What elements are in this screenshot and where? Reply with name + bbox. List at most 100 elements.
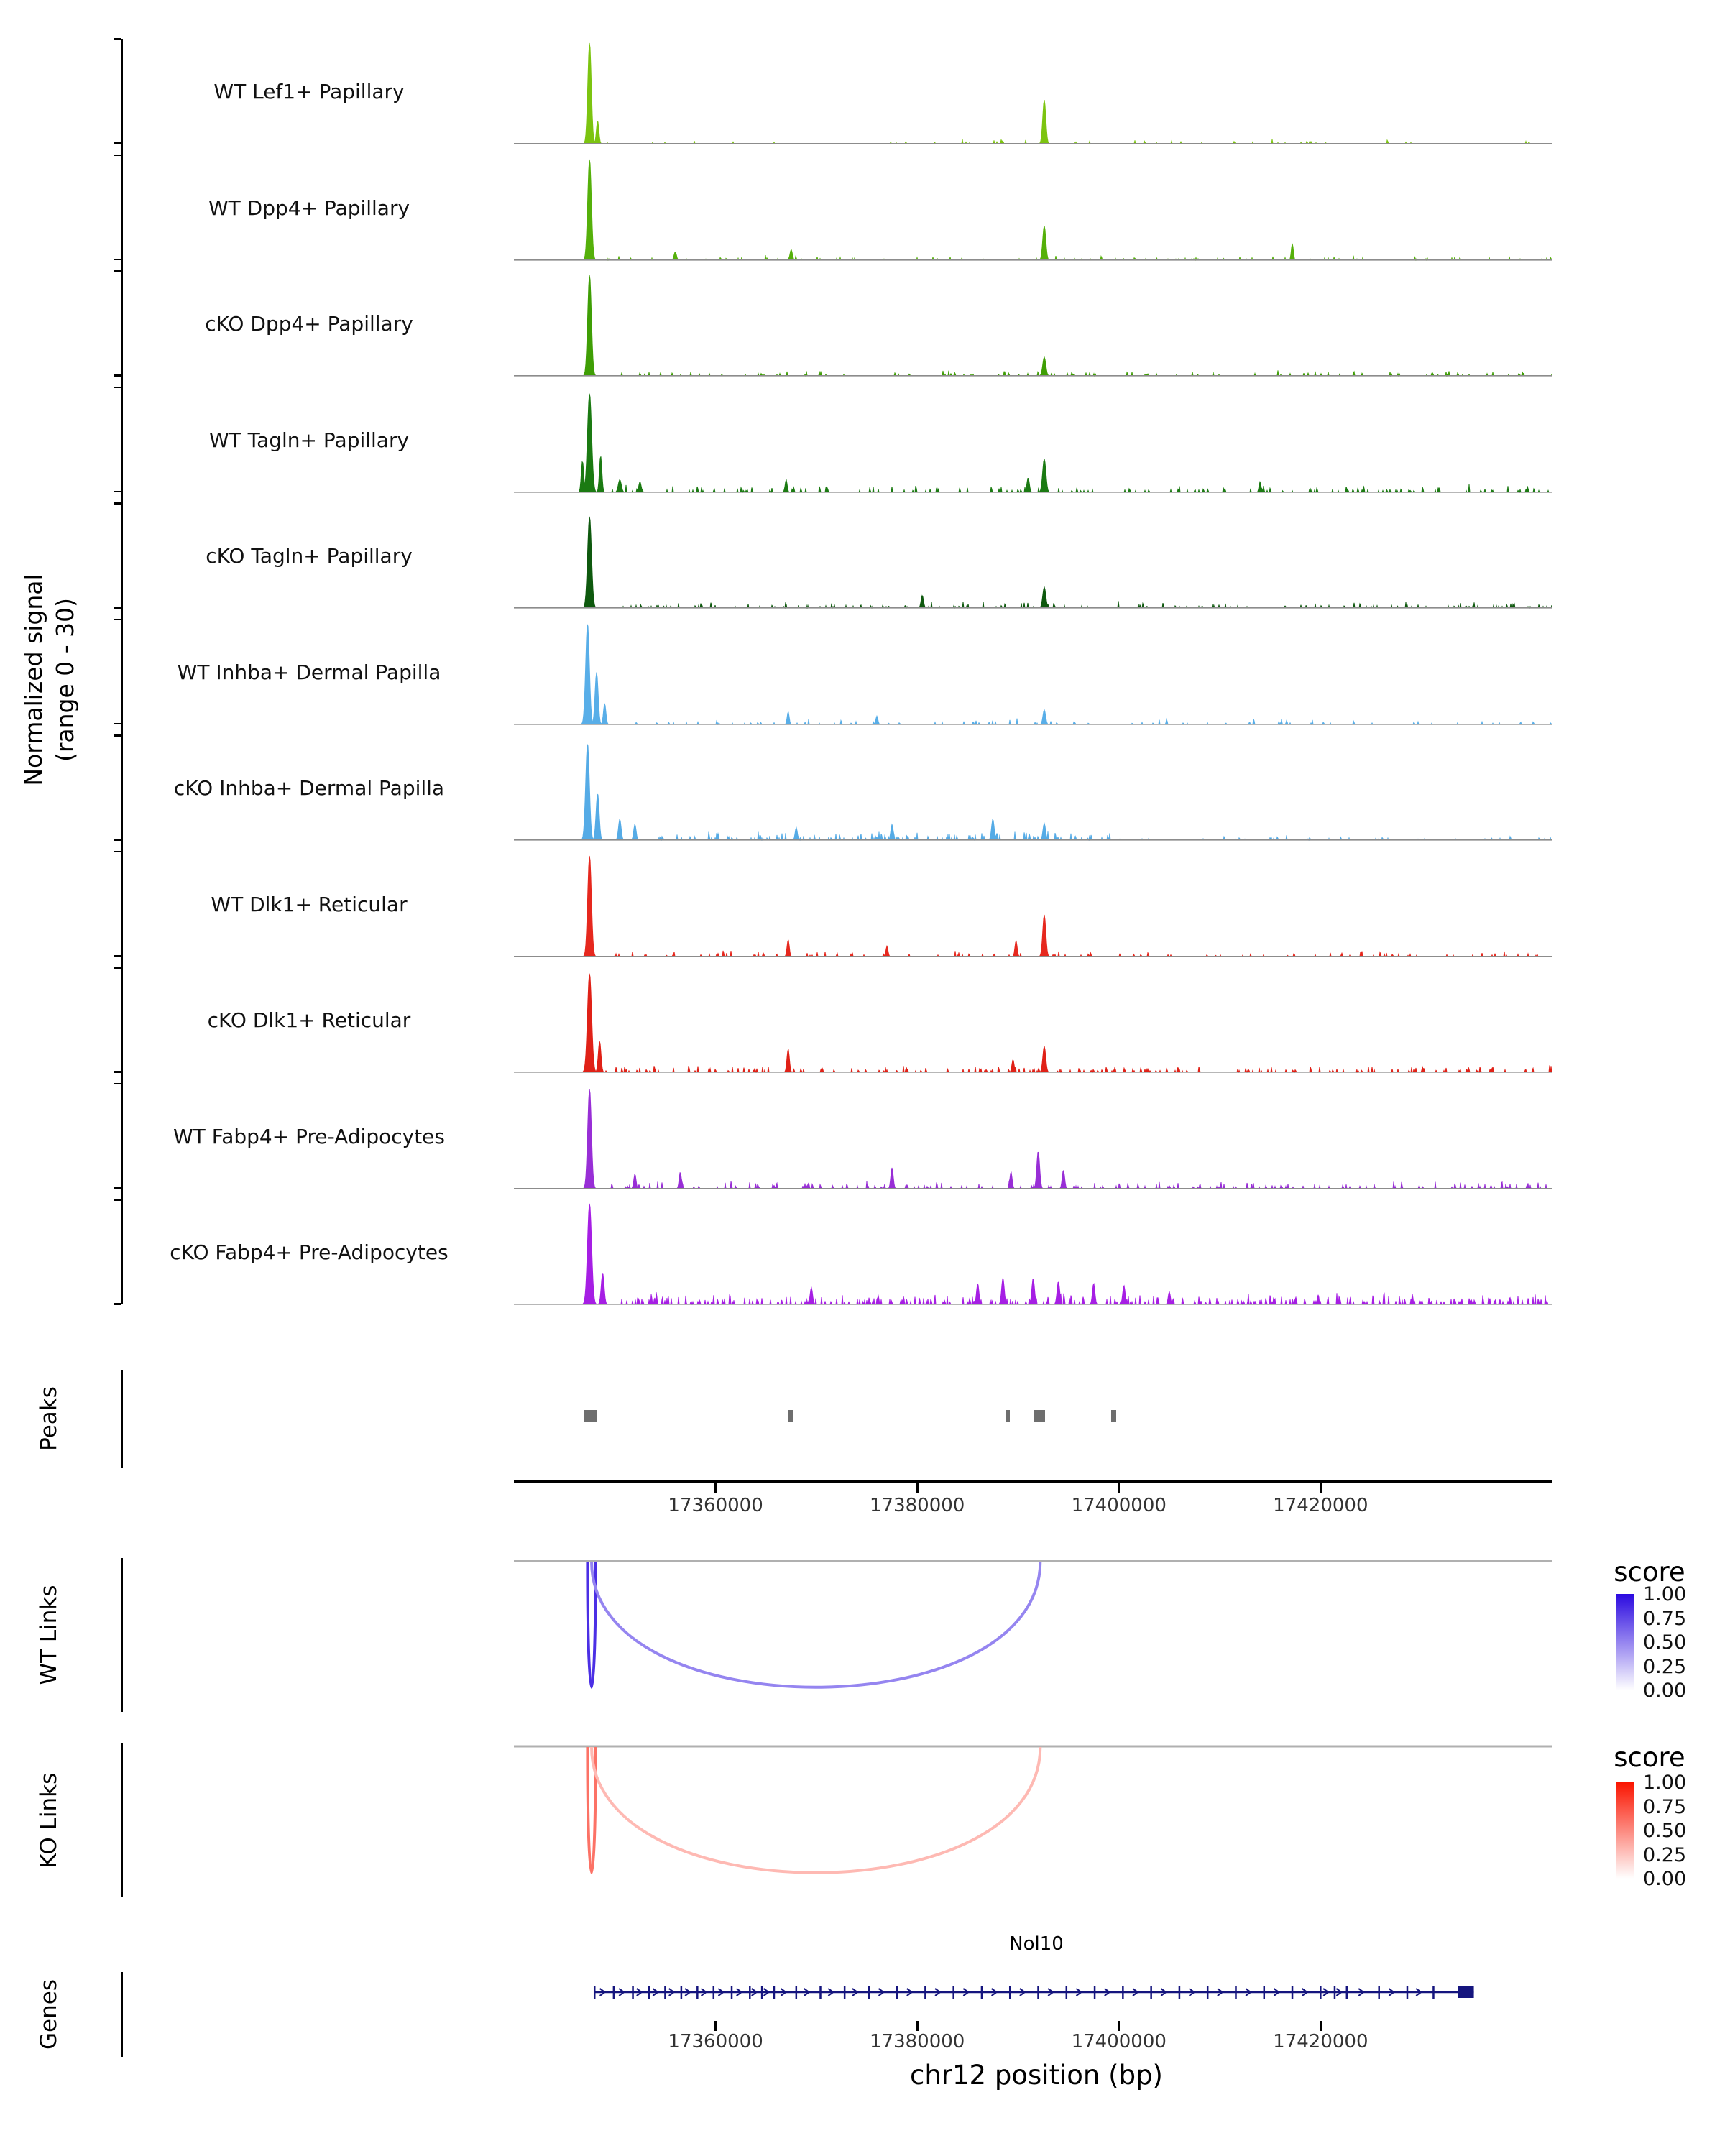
track-label: WT Dlk1+ Reticular xyxy=(211,892,408,916)
genes-panel-label: Genes xyxy=(36,1979,62,2050)
peak-interval xyxy=(788,1410,793,1422)
wt-score-tick-label: 0.50 xyxy=(1643,1631,1687,1654)
gene-strand-arrow xyxy=(1104,1988,1111,1996)
signal-axis-tick xyxy=(114,722,121,724)
gene-strand-arrow xyxy=(684,1988,691,1996)
gene-strand-arrow xyxy=(1388,1988,1396,1996)
signal-axis-tick xyxy=(114,1082,121,1084)
signal-track-2 xyxy=(514,159,1552,261)
wt-score-tick-label: 1.00 xyxy=(1643,1583,1687,1606)
signal-area xyxy=(514,275,1552,377)
gene-strand-arrow xyxy=(852,1988,859,1996)
ko-score-legend-title: score xyxy=(1614,1742,1685,1773)
signal-axis-tick xyxy=(114,607,121,609)
signal-area xyxy=(514,159,1552,261)
signal-axis-tick xyxy=(114,954,121,957)
peaks-panel-label: Peaks xyxy=(36,1386,62,1451)
x-axis-tick xyxy=(1118,1483,1121,1493)
signal-axis-tick xyxy=(114,850,121,852)
y-axis-title-line1: Normalized signal xyxy=(19,573,47,786)
x-axis-tick-label: 17420000 xyxy=(1273,1495,1368,1516)
gene-strand-arrow xyxy=(1075,1988,1083,1996)
link-arc xyxy=(586,1561,597,1689)
signal-axis-tick xyxy=(114,490,121,492)
signal-area xyxy=(514,393,1552,493)
wt-score-tick-label: 0.75 xyxy=(1643,1607,1687,1630)
gene-strand-arrow xyxy=(962,1988,970,1996)
gene-strand-arrow xyxy=(700,1988,708,1996)
signal-axis-tick xyxy=(114,734,121,737)
gene-strand-arrow xyxy=(736,1988,743,1996)
signal-axis-tick xyxy=(114,1187,121,1189)
link-arc xyxy=(590,1746,1042,1874)
signal-area xyxy=(514,42,1552,144)
track-label: cKO Dpp4+ Papillary xyxy=(205,312,413,336)
track-label: WT Tagln+ Papillary xyxy=(208,428,410,452)
signal-axis-tick xyxy=(114,258,121,260)
gene-strand-arrow xyxy=(827,1988,835,1996)
gene-model xyxy=(593,1986,1474,1999)
peak-interval xyxy=(1110,1410,1116,1422)
link-arc xyxy=(586,1746,597,1874)
gene-strand-arrow xyxy=(717,1988,725,1996)
signal-track-1 xyxy=(514,42,1552,144)
signal-track-9 xyxy=(514,973,1552,1073)
genes-axis-line xyxy=(121,1972,123,2057)
signal-area xyxy=(514,516,1552,609)
x-axis-tick-label: 17400000 xyxy=(1071,1495,1167,1516)
signal-area xyxy=(514,855,1552,957)
signal-area xyxy=(514,1203,1552,1305)
gene-strand-arrow xyxy=(780,1988,788,1996)
gene-strand-arrow xyxy=(599,1988,607,1996)
ko-links-panel-label: KO Links xyxy=(36,1772,62,1869)
signal-axis-tick xyxy=(114,270,121,272)
track-label: WT Lef1+ Papillary xyxy=(213,80,405,103)
signal-track-7 xyxy=(514,743,1552,841)
signal-axis-tick xyxy=(114,1303,121,1305)
gene-end-box xyxy=(1458,1986,1474,1998)
signal-track-5 xyxy=(514,516,1552,609)
signal-area xyxy=(514,743,1552,841)
track-label: WT Fabp4+ Pre-Adipocytes xyxy=(173,1124,445,1148)
signal-track-8 xyxy=(514,855,1552,957)
genes-axis-tick-label: 17360000 xyxy=(668,2031,763,2053)
peak-interval xyxy=(1006,1410,1011,1422)
gene-strand-arrow xyxy=(1132,1988,1139,1996)
wt-links-plot xyxy=(514,1560,1552,1689)
ko-score-tick-label: 0.50 xyxy=(1643,1820,1687,1842)
signal-track-6 xyxy=(514,622,1552,725)
track-label: cKO Inhba+ Dermal Papilla xyxy=(173,776,445,800)
signal-axis-tick xyxy=(114,967,121,969)
signal-axis-line xyxy=(121,39,123,1304)
ko-links-axis-line xyxy=(121,1743,123,1897)
wt-links-axis-line xyxy=(121,1558,123,1712)
gene-strand-arrow xyxy=(751,1988,758,1996)
gene-strand-arrow xyxy=(1047,1988,1054,1996)
gene-strand-arrow xyxy=(991,1988,998,1996)
gene-strand-arrow xyxy=(1245,1988,1252,1996)
signal-area xyxy=(514,1088,1552,1189)
x-axis-title: chr12 position (bp) xyxy=(909,2060,1163,2091)
genes-axis-tick-label: 17380000 xyxy=(869,2031,965,2053)
link-arc xyxy=(590,1561,1042,1689)
signal-area xyxy=(514,973,1552,1073)
peaks-axis-line xyxy=(121,1370,123,1468)
y-axis-title-line2: (range 0 - 30) xyxy=(51,597,79,763)
gene-strand-arrow xyxy=(1160,1988,1168,1996)
wt-score-tick-label: 0.25 xyxy=(1643,1655,1687,1678)
gene-name-label: Nol10 xyxy=(1009,1933,1064,1955)
gene-strand-arrow xyxy=(668,1988,676,1996)
ko-links-plot xyxy=(514,1745,1552,1874)
signal-axis-tick xyxy=(114,374,121,377)
peak-interval xyxy=(583,1410,598,1422)
ko-score-tick-label: 0.75 xyxy=(1643,1795,1687,1818)
x-axis-tick-label: 17380000 xyxy=(869,1495,965,1516)
track-label: cKO Fabp4+ Pre-Adipocytes xyxy=(170,1240,448,1264)
signal-axis-tick xyxy=(114,1199,121,1201)
gene-strand-arrow xyxy=(763,1988,770,1996)
genes-axis-tick-label: 17400000 xyxy=(1071,2031,1167,2053)
signal-axis-tick xyxy=(114,1071,121,1073)
x-axis-tick xyxy=(1319,1483,1322,1493)
gene-strand-arrow xyxy=(1322,1988,1330,1996)
x-axis-tick xyxy=(916,1483,919,1493)
